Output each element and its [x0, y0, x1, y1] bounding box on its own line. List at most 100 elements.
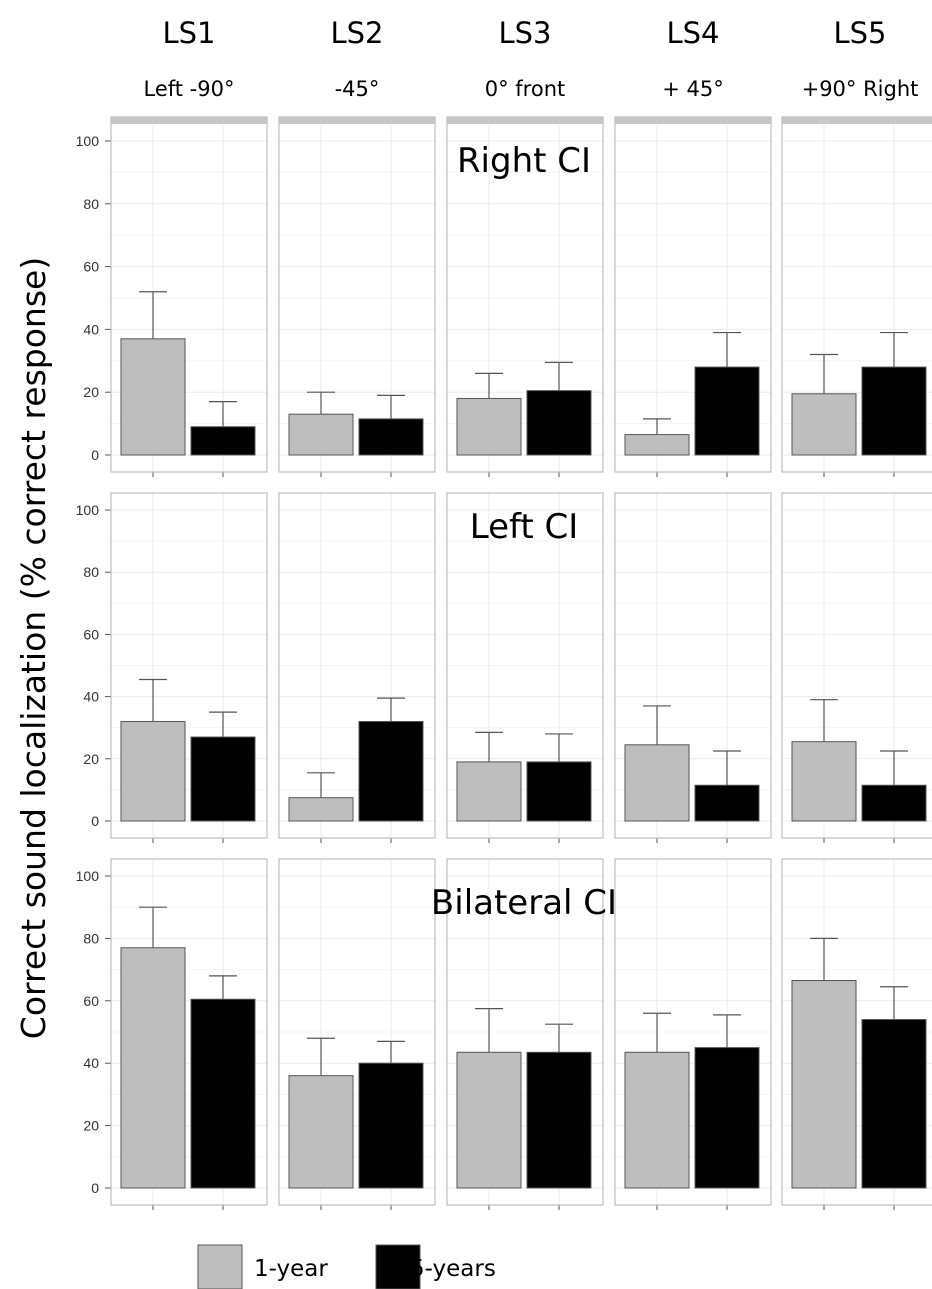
panel — [278, 858, 436, 1210]
panel — [278, 116, 436, 477]
bar — [861, 784, 927, 822]
bar — [791, 393, 857, 456]
y-tick-label: 0 — [91, 447, 99, 463]
column-header-angle: Left -90° — [144, 77, 235, 101]
bar — [190, 426, 256, 456]
bar — [358, 418, 424, 456]
panel — [446, 492, 604, 843]
bar — [694, 366, 760, 456]
panel-border — [446, 492, 604, 839]
column-header-angle: -45° — [335, 77, 380, 101]
bar — [288, 797, 354, 822]
panel-border — [781, 858, 932, 1206]
column-header-name: LS3 — [498, 16, 551, 50]
y-tick-label: 60 — [83, 993, 99, 1009]
bar — [288, 413, 354, 456]
y-tick-label: 0 — [91, 813, 99, 829]
panel-border — [278, 492, 436, 839]
column-header-name: LS5 — [833, 16, 886, 50]
bar — [120, 720, 186, 822]
bar — [624, 1051, 690, 1189]
column-headers: LS1 Left -90° LS2 -45° LS3 0° front LS4 + 45° LS… — [144, 16, 919, 101]
bar — [190, 736, 256, 822]
column-header-name: LS1 — [162, 16, 215, 50]
bar — [694, 784, 760, 822]
panel-border — [110, 116, 268, 473]
y-tick-label: 80 — [83, 196, 99, 212]
facet-strip — [615, 117, 771, 124]
panel — [446, 116, 604, 477]
legend-label: 5-years — [410, 1256, 496, 1282]
bar — [288, 1075, 354, 1189]
y-tick-label: 20 — [83, 384, 99, 400]
legend: 1-year 5-years — [197, 1244, 496, 1289]
row-1: 0 20 40 60 80 100 Left CI — [76, 492, 932, 843]
panel — [110, 116, 268, 477]
panel — [781, 492, 932, 843]
panel — [614, 492, 772, 843]
y-tick-label: 40 — [83, 321, 99, 337]
column-header-name: LS2 — [330, 16, 383, 50]
panel-border — [278, 858, 436, 1206]
panel-border — [614, 116, 772, 473]
y-tick-label: 20 — [83, 1118, 99, 1134]
bar — [120, 338, 186, 456]
bar — [526, 761, 592, 822]
y-tick-label: 60 — [83, 626, 99, 642]
panel — [781, 116, 932, 477]
bar — [120, 947, 186, 1189]
panel-border — [110, 858, 268, 1206]
panel — [110, 858, 268, 1210]
y-tick-label: 40 — [83, 689, 99, 705]
y-tick-label: 20 — [83, 751, 99, 767]
column-header-angle: +90° Right — [802, 77, 919, 101]
panel-border — [278, 116, 436, 473]
row-title: Bilateral CI — [431, 883, 617, 923]
bar — [456, 397, 522, 456]
panel-border — [446, 116, 604, 473]
bar — [624, 434, 690, 456]
bar — [624, 744, 690, 822]
y-tick-label: 100 — [76, 133, 100, 149]
bar — [791, 980, 857, 1189]
y-tick-label: 80 — [83, 930, 99, 946]
panel-border — [781, 492, 932, 839]
bar — [190, 998, 256, 1189]
bar — [456, 1051, 522, 1189]
panel — [446, 858, 604, 1210]
row-title: Right CI — [457, 141, 591, 181]
column-header-angle: 0° front — [485, 77, 566, 101]
y-axis-label: Correct sound localization (% correct re… — [14, 257, 53, 1039]
panel-border — [614, 492, 772, 839]
y-tick-label: 100 — [76, 502, 100, 518]
legend-swatch — [375, 1244, 421, 1289]
panel-border — [614, 858, 772, 1206]
panel — [278, 492, 436, 843]
bar — [861, 1019, 927, 1189]
bar — [358, 1062, 424, 1189]
panel-border — [781, 116, 932, 473]
facet-strip — [111, 117, 267, 124]
column-header-angle: + 45° — [662, 77, 724, 101]
y-tick-label: 40 — [83, 1055, 99, 1071]
bar — [358, 720, 424, 822]
bar — [861, 366, 927, 456]
column-header-name: LS4 — [666, 16, 719, 50]
row-title: Left CI — [470, 507, 579, 547]
panel-background — [279, 117, 435, 472]
bar — [791, 741, 857, 822]
facet-strip — [447, 117, 603, 124]
panel — [614, 116, 772, 477]
y-axis-label-group: Correct sound localization (% correct re… — [14, 257, 53, 1039]
y-tick-label: 0 — [91, 1180, 99, 1196]
bar — [526, 390, 592, 456]
legend-label: 1-year — [254, 1256, 328, 1282]
bar — [694, 1047, 760, 1189]
facet-strip — [782, 117, 932, 124]
panel-border — [446, 858, 604, 1206]
row-0: 0 20 40 60 80 100 Right CI — [76, 116, 932, 477]
y-tick-label: 100 — [76, 868, 100, 884]
panel-border — [110, 492, 268, 839]
y-tick-label: 80 — [83, 564, 99, 580]
